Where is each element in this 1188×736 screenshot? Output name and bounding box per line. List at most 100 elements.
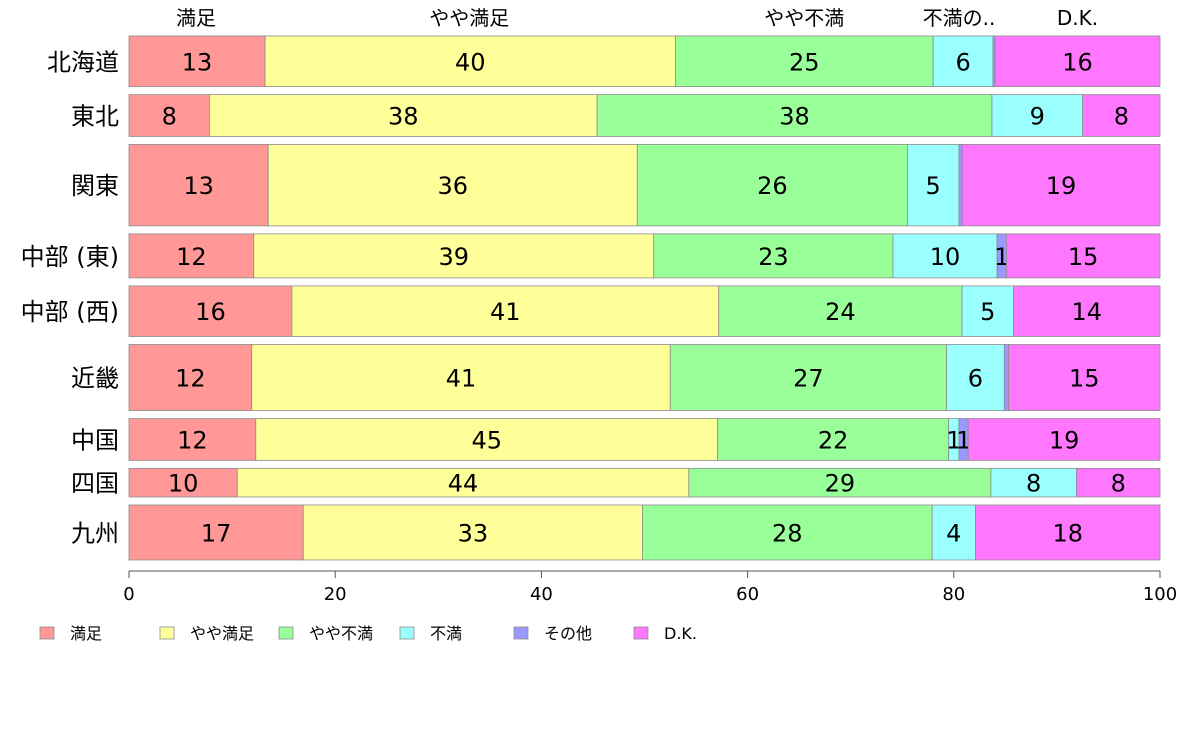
bar-segment [1003,344,1009,411]
data-label: 41 [446,365,477,393]
data-label: 40 [455,48,486,76]
data-label: 12 [176,243,207,271]
data-label: 6 [955,48,970,76]
data-label: 10 [168,470,199,498]
top-label-3: 不満の.. [923,6,996,30]
legend-swatch [399,626,415,640]
bar-segment [967,418,1161,461]
bar-segment [931,504,976,561]
data-label: 26 [757,172,788,200]
row-label: 九州 [71,519,119,547]
data-label: 25 [789,48,820,76]
bar-segment [128,504,304,561]
data-label: 39 [438,243,469,271]
x-tick-label: 100 [1143,584,1177,605]
bar-segment [128,144,269,227]
bar-segment [302,504,643,561]
bar-segment [128,467,238,498]
data-label: 8 [1114,103,1129,131]
row-label: 四国 [71,470,119,498]
bar-row: 東北 8 38 38 9 8 [71,94,1161,137]
bar-segment [236,467,690,498]
row-label: 近畿 [71,365,119,393]
data-label: 1 [994,243,1009,271]
legend-item: 不満 [399,624,462,643]
data-label: 8 [162,103,177,131]
bar-segment [209,94,598,137]
data-label: 38 [388,103,419,131]
top-label-4: D.K. [1057,6,1098,30]
bar-segment [961,285,1014,337]
x-tick-label: 80 [942,584,965,605]
bar-segment [636,144,908,227]
legend: 満足 やや満足 やや不満 不満 その他 D.K. [39,624,697,643]
bar-row: 九州 17 33 28 4 18 [71,504,1161,561]
data-label: 12 [177,426,208,454]
data-label: 12 [175,365,206,393]
bar-row: 中部 (西) 16 41 24 5 14 [21,285,1161,337]
bar-segment [128,285,293,337]
legend-swatch [278,626,294,640]
legend-swatch [513,626,529,640]
bar-segment [669,344,947,411]
data-label: 15 [1068,243,1099,271]
row-label: 関東 [71,172,119,200]
bar-segment [1013,285,1161,337]
data-label: 29 [825,470,856,498]
data-label: 8 [1026,470,1041,498]
data-label: 41 [490,298,521,326]
row-label: 北海道 [47,48,119,76]
bar-segment [892,233,998,279]
row-label: 中部 (西) [21,298,119,326]
data-label: 6 [968,365,983,393]
row-label: 中国 [71,426,119,454]
bar-segment [975,504,1161,561]
row-label: 東北 [71,103,119,131]
legend-item: 満足 [39,624,102,643]
data-label: 13 [182,48,213,76]
data-label: 13 [183,172,214,200]
data-label: 18 [1052,519,1083,547]
data-label: 1 [956,426,971,454]
bar-segment [128,344,253,411]
top-label-2: やや不満 [764,6,844,30]
x-tick-label: 60 [736,584,759,605]
row-label: 中部 (東) [21,243,119,271]
top-label-0: 満足 [176,6,216,30]
bar-segment [1082,94,1161,137]
bar-segment [264,35,676,88]
bar-segment [946,344,1005,411]
legend-swatch [633,626,649,640]
data-label: 16 [195,298,226,326]
data-label: 19 [1049,426,1080,454]
legend-item: その他 [513,624,592,643]
data-label: 15 [1069,365,1100,393]
bar-segment [1076,467,1161,498]
bar-segment [596,94,993,137]
data-label: 16 [1062,48,1093,76]
data-label: 5 [926,172,941,200]
bar-segment [718,285,963,337]
bar-row: 北海道 13 40 25 6 16 [47,35,1161,88]
bar-row: 四国 10 44 29 8 8 [71,467,1161,498]
bar-segment [991,94,1084,137]
bar-segment [1005,233,1161,279]
bar-segment [907,144,960,227]
x-tick-label: 0 [123,584,134,605]
legend-item: やや満足 [159,624,254,643]
data-label: 22 [818,426,849,454]
legend-swatch [159,626,175,640]
data-label: 38 [779,103,810,131]
bar-row: 中国 12 45 22 11 19 [71,418,1161,461]
bar-segment [675,35,934,88]
data-label: 23 [758,243,789,271]
data-label: 9 [1030,103,1045,131]
bar-segment [251,344,671,411]
data-label: 14 [1072,298,1103,326]
bar-row: 近畿 12 41 27 6 15 [71,344,1161,411]
x-tick-label: 20 [324,584,347,605]
bar-segment [932,35,994,88]
bar-row: 関東 13 36 26 5 19 [71,144,1161,227]
legend-label: 満足 [70,624,102,643]
